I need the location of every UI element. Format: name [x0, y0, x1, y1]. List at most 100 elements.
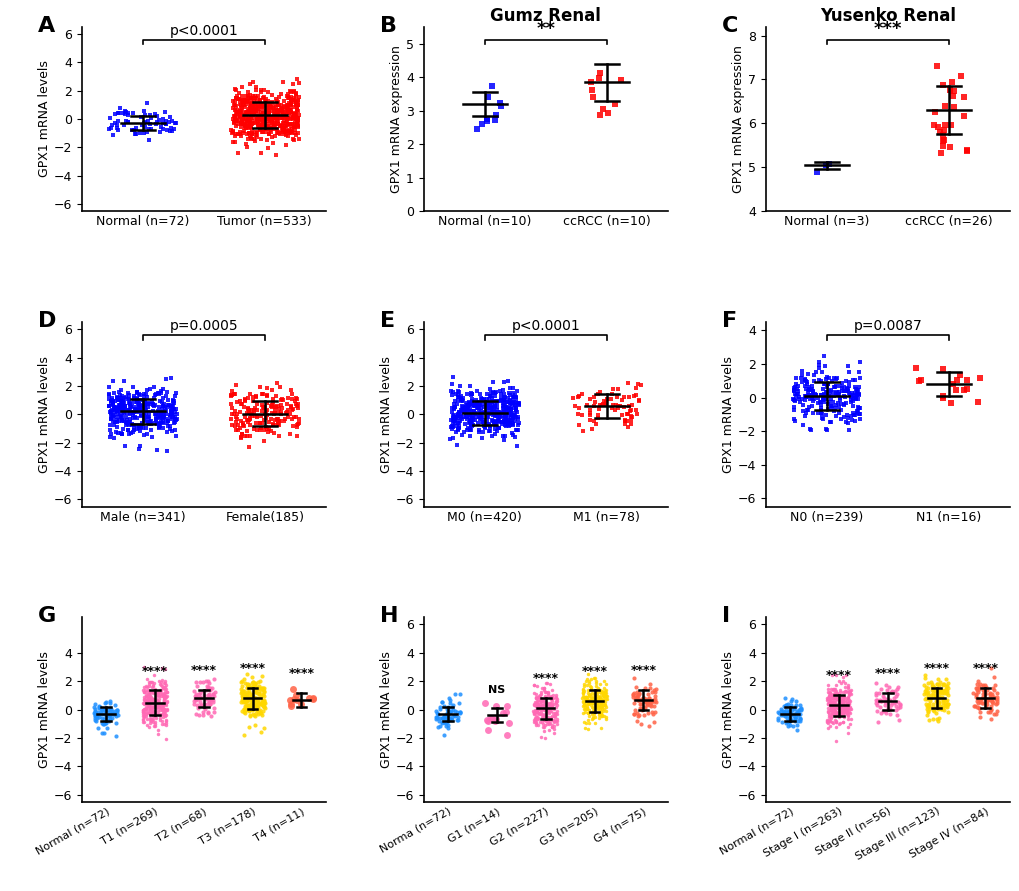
Point: [265, 417, 281, 431]
Point: [582, 693, 598, 707]
Point: [546, 714, 562, 728]
Point: [239, 401, 256, 415]
Point: [595, 674, 611, 688]
Point: [583, 83, 599, 97]
Point: [234, 416, 251, 430]
Point: [136, 116, 152, 130]
Point: [250, 120, 266, 135]
Point: [265, 395, 281, 409]
Point: [255, 101, 271, 115]
Point: [105, 398, 121, 413]
Point: [828, 396, 845, 410]
Point: [248, 128, 264, 143]
Point: [254, 693, 270, 707]
Point: [585, 696, 601, 710]
Point: [260, 99, 276, 113]
Point: [158, 404, 174, 418]
Point: [829, 693, 846, 707]
Point: [593, 685, 609, 699]
Point: [110, 426, 126, 440]
Point: [153, 699, 169, 714]
Point: [261, 101, 277, 115]
Point: [285, 410, 302, 424]
Point: [247, 691, 263, 705]
Point: [582, 682, 598, 696]
Point: [116, 107, 132, 121]
Y-axis label: GPX1 mRNA levels: GPX1 mRNA levels: [721, 356, 734, 473]
Point: [836, 411, 852, 425]
Point: [791, 712, 807, 726]
Point: [152, 409, 168, 423]
Point: [639, 686, 655, 700]
Point: [109, 401, 125, 415]
Point: [288, 100, 305, 114]
Point: [839, 704, 855, 718]
Point: [495, 415, 512, 429]
Point: [255, 703, 271, 717]
Point: [479, 410, 495, 424]
Point: [871, 683, 888, 697]
Point: [776, 698, 793, 712]
Point: [931, 685, 948, 699]
Point: [91, 699, 107, 714]
Point: [917, 691, 933, 706]
Point: [284, 387, 301, 401]
Point: [463, 388, 479, 402]
Point: [495, 383, 512, 397]
Point: [544, 701, 560, 715]
Point: [135, 393, 151, 407]
Point: [236, 121, 253, 135]
Point: [822, 696, 839, 710]
Point: [834, 699, 850, 713]
Point: [261, 112, 277, 127]
Point: [254, 695, 270, 709]
Point: [575, 690, 591, 704]
Point: [111, 401, 127, 415]
Point: [253, 112, 269, 127]
Point: [237, 109, 254, 123]
Point: [253, 96, 269, 110]
Point: [779, 715, 795, 730]
Point: [796, 389, 812, 404]
Point: [503, 413, 520, 427]
Point: [786, 412, 802, 426]
Point: [113, 413, 129, 428]
Point: [158, 690, 174, 704]
Point: [243, 101, 259, 115]
Point: [839, 699, 855, 714]
Point: [165, 401, 181, 415]
Point: [106, 418, 122, 432]
Point: [846, 388, 862, 403]
Point: [632, 697, 648, 711]
Point: [157, 681, 173, 695]
Point: [824, 372, 841, 386]
Point: [770, 706, 787, 720]
Point: [479, 395, 495, 409]
Point: [435, 710, 451, 724]
Point: [924, 682, 941, 696]
Point: [820, 707, 837, 722]
Point: [592, 704, 608, 718]
Point: [830, 697, 847, 711]
Point: [166, 396, 182, 411]
Point: [163, 404, 179, 418]
Point: [471, 425, 487, 439]
Point: [266, 109, 282, 123]
Point: [818, 403, 835, 417]
Point: [835, 708, 851, 723]
Point: [774, 708, 791, 723]
Point: [289, 98, 306, 112]
Point: [131, 442, 148, 456]
Point: [443, 699, 460, 714]
Point: [596, 683, 612, 698]
Point: [258, 125, 274, 139]
Point: [842, 393, 858, 407]
Point: [847, 382, 863, 396]
Point: [145, 398, 161, 413]
Point: [973, 683, 989, 698]
Point: [589, 691, 605, 705]
Text: p=0.0087: p=0.0087: [853, 319, 921, 333]
Point: [821, 686, 838, 700]
Point: [532, 705, 548, 719]
Point: [595, 394, 611, 408]
